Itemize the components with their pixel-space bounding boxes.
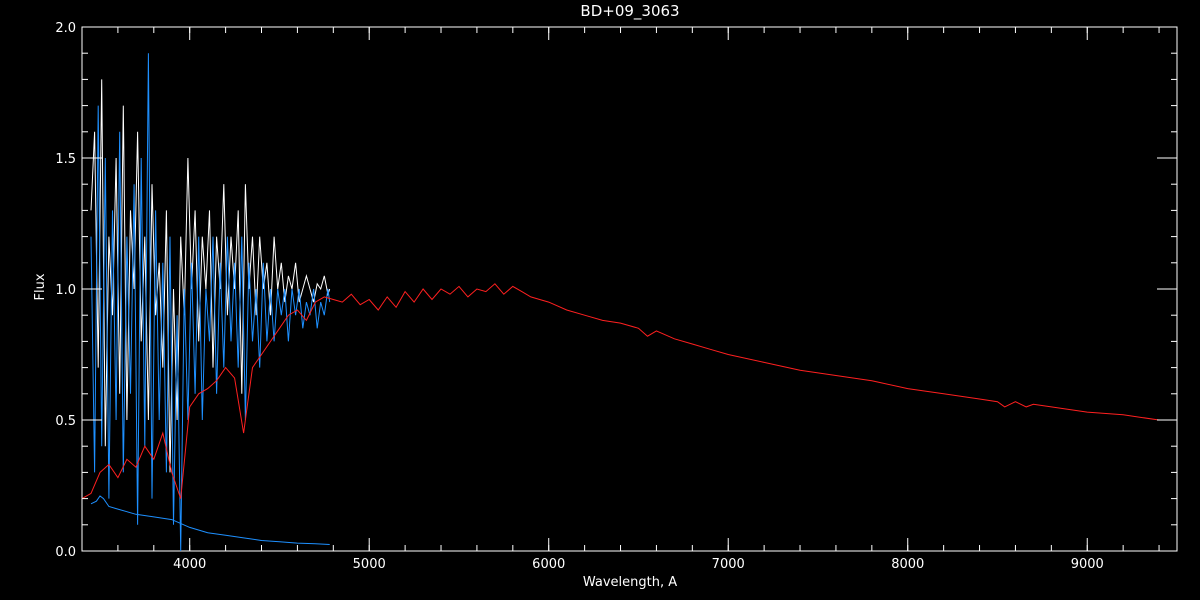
series-group <box>81 53 1177 552</box>
x-tick-label: 6000 <box>532 557 565 572</box>
y-tick-label: 1.5 <box>55 152 76 167</box>
x-tick-label: 5000 <box>353 557 386 572</box>
series-line-4 <box>90 495 330 545</box>
y-tick-label: 2.0 <box>55 21 76 36</box>
series-line-2 <box>90 53 331 552</box>
x-axis-label: Wavelength, A <box>583 575 677 590</box>
axes-group: 4000 5000 6000 7000 8000 9000 0.0 0.5 1.0 1.5 2.0 <box>55 21 1177 572</box>
x-tick-label: 8000 <box>891 557 924 572</box>
y-tick-label: 0.0 <box>55 545 76 560</box>
chart-title: BD+09_3063 <box>580 2 679 21</box>
x-tick-label: 4000 <box>173 557 206 572</box>
series-line-3 <box>81 283 1177 500</box>
x-tick-label: 7000 <box>712 557 745 572</box>
y-axis-label: Flux <box>33 273 48 300</box>
y-tick-label: 1.0 <box>55 283 76 298</box>
x-tick-label: 9000 <box>1071 557 1104 572</box>
y-tick-label: 0.5 <box>55 414 76 429</box>
